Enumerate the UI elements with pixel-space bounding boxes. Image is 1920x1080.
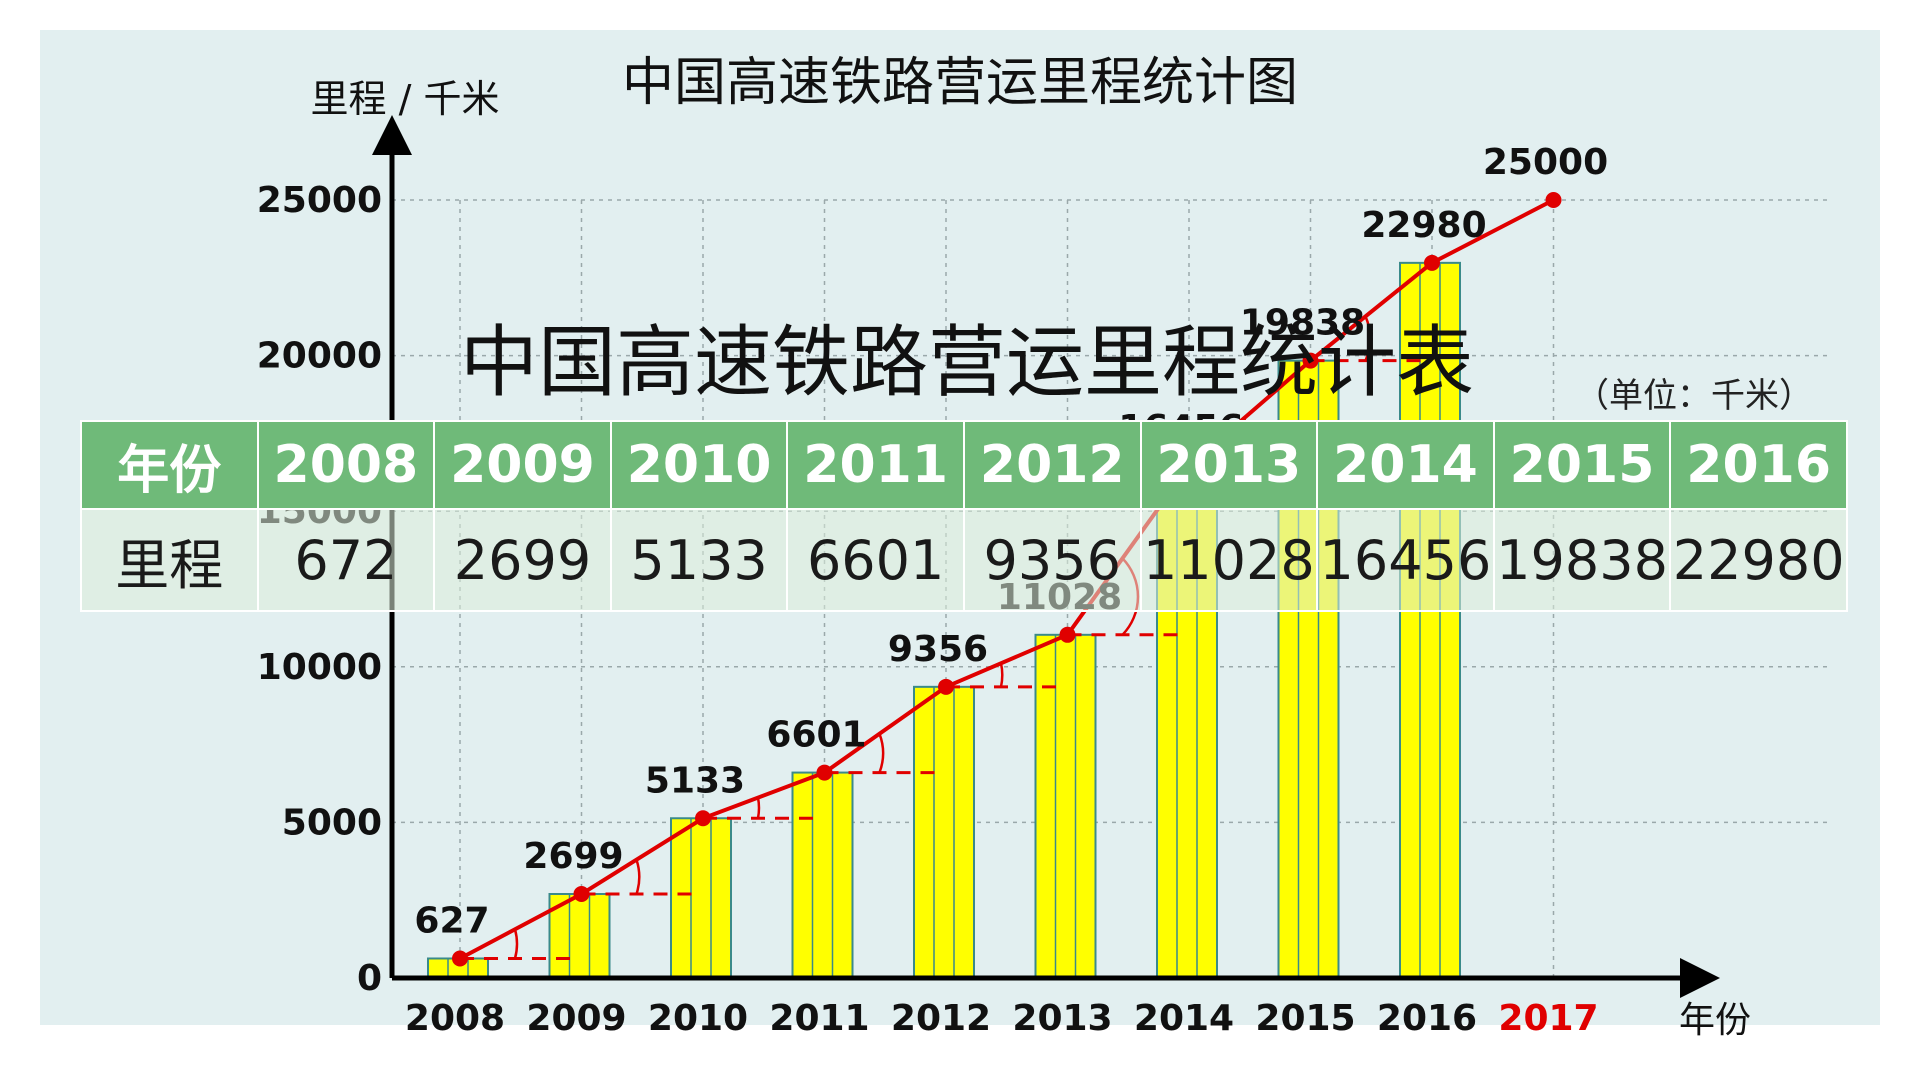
y-tick-label: 10000	[257, 647, 382, 688]
table-cell-value: 22980	[1669, 508, 1848, 612]
x-axis-label: 年份	[1679, 1000, 1751, 1041]
x-tick-label: 2015	[1255, 998, 1355, 1039]
angle-arc	[513, 928, 519, 959]
line-point	[1545, 192, 1562, 208]
table-header-label: 年份	[80, 420, 259, 510]
x-tick-label: 2012	[891, 998, 991, 1039]
table-header-year: 2011	[786, 420, 965, 510]
x-tick-label: 2017	[1498, 998, 1598, 1039]
table-header-year: 2008	[256, 420, 436, 510]
table-cell-value: 9356	[962, 508, 1142, 612]
table-value-row: 里程 672 2699 5133 6601 9356 11028 16456 19838 229…	[80, 508, 1848, 612]
line-point	[1302, 352, 1319, 369]
line-point	[452, 950, 468, 967]
table-header-year: 2014	[1316, 420, 1495, 510]
bar	[791, 771, 854, 980]
data-label: 5133	[645, 760, 745, 801]
x-tick-label: 2013	[1012, 998, 1112, 1039]
line-point	[1059, 626, 1076, 643]
y-axis-label: 里程 / 千米	[311, 77, 500, 121]
x-tick-label: 2009	[526, 998, 626, 1039]
x-tick-label: 2014	[1134, 998, 1234, 1039]
table-unit: （单位：千米）	[1575, 376, 1813, 416]
table-cell-value: 6601	[786, 508, 965, 612]
trend-line	[459, 198, 1555, 961]
table-header-year: 2013	[1139, 420, 1319, 510]
angle-arc	[756, 797, 761, 819]
angle-arc	[1364, 315, 1372, 362]
data-label: 2699	[523, 836, 623, 877]
angle-arc	[635, 859, 641, 895]
y-tick-label: 5000	[282, 802, 382, 843]
data-label: 6601	[766, 715, 866, 756]
table-title: 中国高速铁路营运里程统计表	[460, 318, 1475, 408]
bar	[913, 685, 975, 980]
y-tick-labels: 0500010000150002000025000	[257, 180, 382, 999]
x-tick-label: 2010	[648, 998, 748, 1039]
data-label: 627	[414, 900, 489, 941]
table-header-year: 2016	[1669, 420, 1848, 510]
table-header-year: 2009	[433, 420, 612, 510]
x-tick-label: 2008	[405, 998, 505, 1039]
table-cell-value: 11028	[1139, 508, 1319, 612]
data-label: 9356	[888, 629, 988, 670]
line-point	[695, 810, 711, 827]
step-guides	[460, 315, 1430, 960]
table-header-year: 2015	[1492, 420, 1672, 510]
table-row-label: 里程	[80, 508, 259, 612]
table-header-row: 年份 2008 2009 2010 2011 2012 2013 2014 2015 2016	[80, 420, 1848, 510]
bar	[548, 893, 611, 980]
bar	[670, 817, 732, 979]
chart-title: 中国高速铁路营运里程统计图	[622, 53, 1298, 113]
table-header-year: 2012	[962, 420, 1142, 510]
y-tick-label: 0	[357, 958, 382, 999]
x-tick-label: 2016	[1377, 998, 1477, 1039]
table-header-year: 2010	[609, 420, 789, 510]
data-label: 22980	[1361, 205, 1486, 246]
table-cell-value: 19838	[1492, 508, 1672, 612]
y-tick-label: 20000	[257, 336, 382, 377]
line-point	[938, 678, 954, 695]
table-cell-value: 5133	[609, 508, 789, 612]
table-cell-value: 2699	[433, 508, 612, 612]
angle-arc	[999, 663, 1004, 688]
x-tick-label: 2011	[769, 998, 869, 1039]
table-cell-value: 16456	[1316, 508, 1495, 612]
table-cell-value: 672	[256, 508, 436, 612]
line-point	[816, 764, 833, 781]
y-tick-label: 25000	[257, 180, 382, 221]
line-point	[573, 886, 590, 903]
angle-arc	[878, 733, 885, 774]
data-table-wrapper: 年份 2008 2009 2010 2011 2012 2013 2014 2015 2016 …	[80, 420, 1848, 612]
x-tick-labels: 2008 2009 2010 2011 2012 2013 2014 2015 2016 2017	[405, 998, 1599, 1039]
data-label: 19838	[1240, 303, 1365, 344]
bar-series	[427, 261, 1461, 980]
line-point	[1424, 254, 1440, 271]
bar	[1034, 633, 1097, 979]
data-label: 25000	[1483, 142, 1608, 183]
data-table: 年份 2008 2009 2010 2011 2012 2013 2014 2015 2016 …	[80, 420, 1848, 612]
